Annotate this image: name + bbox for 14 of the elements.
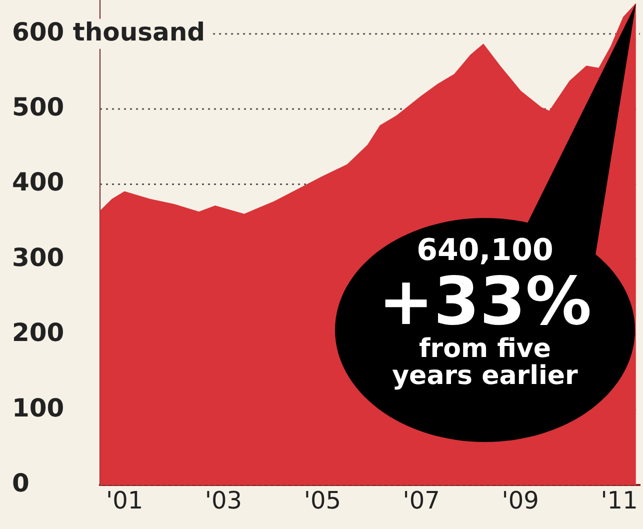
x-tick-label: '11 xyxy=(600,486,638,515)
x-tick-label: '07 xyxy=(402,486,440,515)
x-tick-label: '01 xyxy=(106,486,144,515)
x-tick-label: '09 xyxy=(502,486,539,515)
y-tick-label: 100 xyxy=(12,393,64,422)
y-tick-label: 0 xyxy=(12,468,30,498)
y-tick-label: 300 xyxy=(12,242,64,272)
y-tick-label: 400 xyxy=(12,168,64,197)
y-tick-label: 500 xyxy=(12,92,64,122)
x-tick-label: '03 xyxy=(204,486,242,515)
y-tick-label: 200 xyxy=(12,318,64,348)
annotation: 640,100 +33% from five years earlier xyxy=(377,233,593,392)
y-tick-label: 600 thousand xyxy=(12,17,206,46)
x-tick-label: '05 xyxy=(304,486,341,515)
